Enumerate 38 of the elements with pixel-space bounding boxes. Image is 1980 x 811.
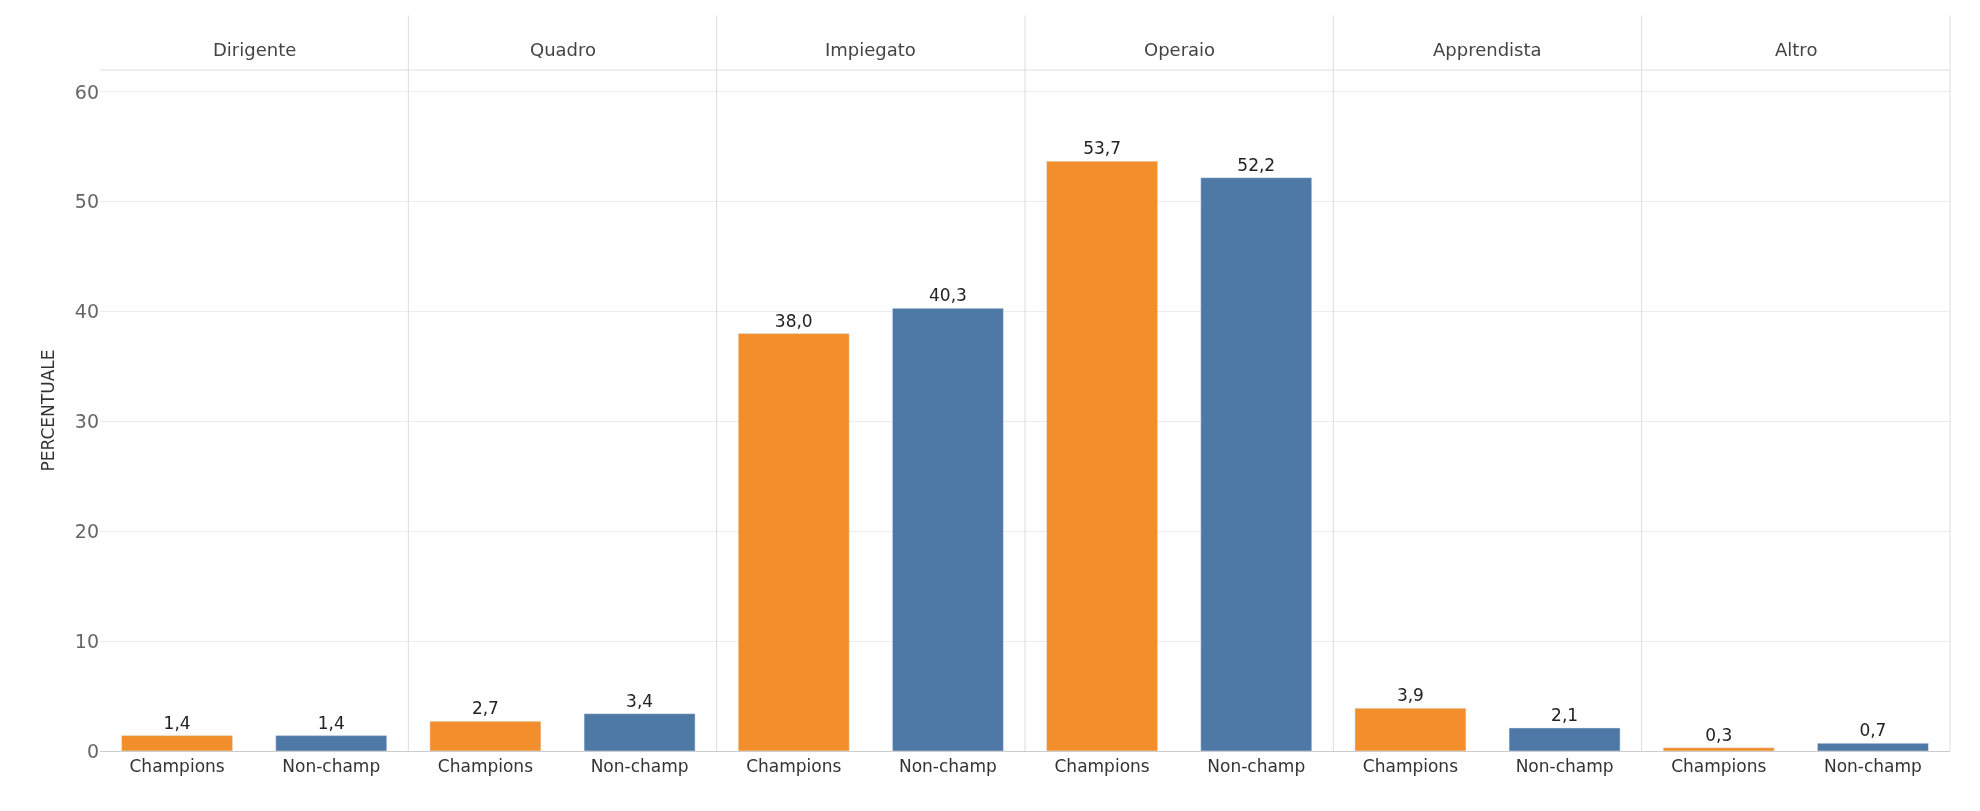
data-label: 2,1: [1551, 704, 1579, 725]
x-tick-label: Champions: [746, 756, 842, 777]
data-label: 0,3: [1705, 724, 1733, 745]
y-tick-label: 60: [74, 80, 99, 103]
y-tick-label: 40: [74, 300, 99, 323]
data-label: 3,9: [1396, 685, 1424, 706]
y-tick-label: 10: [74, 629, 99, 652]
y-axis-title: PERCENTUALE: [38, 349, 59, 472]
data-label: 40,3: [928, 285, 967, 306]
data-label: 1,4: [163, 712, 191, 733]
data-label: 1,4: [317, 712, 345, 733]
data-label: 0,7: [1859, 720, 1887, 741]
chart-title: Dirigente: [213, 39, 297, 60]
chart-title: Apprendista: [1433, 39, 1542, 60]
x-tick-label: Non-champ: [1515, 756, 1614, 777]
x-tick-label: Champions: [1054, 756, 1150, 777]
x-tick-label: Champions: [1362, 756, 1459, 777]
x-tick-label: Non-champ: [1823, 756, 1922, 777]
y-tick-label: 0: [86, 739, 99, 762]
y-tick-label: 50: [74, 190, 99, 213]
y-tick-label: 30: [74, 410, 99, 433]
y-tick-label: 20: [74, 519, 99, 542]
x-tick-label: Non-champ: [898, 756, 997, 777]
data-label: 38,0: [774, 310, 813, 331]
x-tick-label: Non-champ: [282, 756, 381, 777]
data-label: 53,7: [1083, 138, 1122, 159]
data-label: 52,2: [1237, 154, 1276, 175]
chart-title: Altro: [1775, 39, 1818, 60]
chart-title: Quadro: [530, 39, 597, 60]
chart-title: Operaio: [1144, 39, 1216, 60]
chart-title: Impiegato: [825, 39, 916, 60]
x-tick-label: Champions: [129, 756, 225, 777]
x-tick-label: Champions: [1671, 756, 1767, 777]
data-label: 3,4: [626, 690, 654, 711]
x-tick-label: Non-champ: [590, 756, 689, 777]
data-label: 2,7: [471, 698, 499, 719]
x-tick-label: Champions: [437, 756, 534, 777]
x-tick-label: Non-champ: [1207, 756, 1306, 777]
